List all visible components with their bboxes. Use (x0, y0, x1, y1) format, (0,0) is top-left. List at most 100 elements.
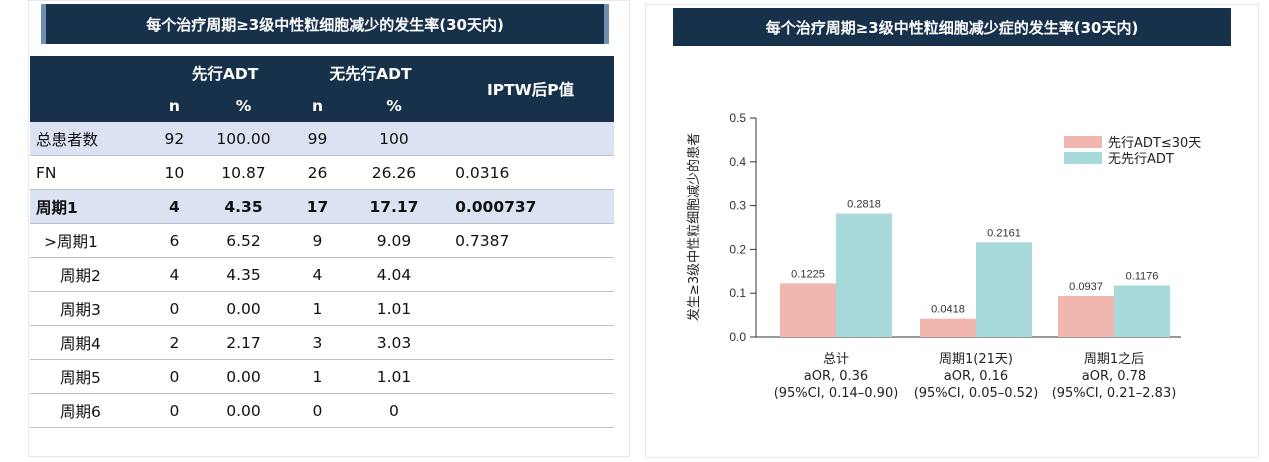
cell-n1: 4 (156, 257, 193, 292)
table-row: 周期2 4 4.35 4 4.04 (30, 257, 614, 292)
table-row: 周期3 0 0.00 1 1.01 (30, 291, 614, 326)
cell-p1: 4.35 (192, 257, 295, 292)
cell-p2: 3.03 (340, 325, 448, 360)
row-label: >周期1 (30, 223, 156, 258)
n-header: n (156, 89, 193, 122)
cell-pval (447, 291, 614, 326)
cell-pval (447, 325, 614, 360)
table-row: 周期1 4 4.35 17 17.17 0.000737 (30, 189, 614, 224)
bar-chart: 0.0 0.1 0.2 0.3 0.4 0.5 发生≥3级中性粒细胞减少的患者 0.1225 0… (686, 111, 1201, 401)
bar-prior-adt (780, 283, 836, 337)
cell-pval: 0.7387 (447, 223, 614, 258)
pvalue-header: IPTW后P值 (447, 56, 614, 122)
group2-header: 无先行ADT (294, 56, 448, 89)
y-tick-label: 0.4 (729, 155, 746, 169)
row-label: 总患者数 (30, 122, 156, 156)
category-label: aOR, 0.78 (1082, 369, 1146, 384)
cell-n2: 9 (294, 223, 341, 258)
cell-pval: 0.000737 (447, 189, 614, 224)
cell-p2: 100 (340, 122, 448, 156)
cell-n1: 10 (156, 155, 193, 190)
legend-label: 无先行ADT (1108, 152, 1174, 167)
cell-n2: 3 (294, 325, 341, 360)
cell-p1: 0.00 (192, 359, 295, 394)
cell-p2: 1.01 (340, 291, 448, 326)
cell-pval (447, 393, 614, 428)
category-label: aOR, 0.16 (944, 369, 1008, 384)
row-label: FN (30, 155, 156, 190)
y-tick-label: 0.3 (729, 199, 746, 213)
cell-p1: 6.52 (192, 223, 295, 258)
cell-n2: 1 (294, 359, 341, 394)
cell-p1: 100.00 (192, 122, 295, 156)
category-label: (95%CI, 0.21–2.83) (1052, 386, 1177, 401)
cell-pval (447, 122, 614, 156)
cell-pval: 0.0316 (447, 155, 614, 190)
pct-header: % (192, 89, 295, 122)
cell-pval (447, 359, 614, 394)
cell-n2: 1 (294, 291, 341, 326)
cell-n1: 0 (156, 359, 193, 394)
category-label: (95%CI, 0.05–0.52) (914, 386, 1039, 401)
cell-p2: 0 (340, 393, 448, 428)
y-axis-label: 发生≥3级中性粒细胞减少的患者 (686, 133, 702, 321)
cell-p1: 0.00 (192, 393, 295, 428)
data-label: 0.1225 (791, 268, 825, 280)
chart-panel: 每个治疗周期≥3级中性粒细胞减少症的发生率(30天内) 0.0 0.1 0.2 0.3… (645, 4, 1259, 458)
data-label: 0.0937 (1069, 281, 1103, 293)
cell-p2: 17.17 (340, 189, 448, 224)
category-label: 总计 (823, 352, 849, 367)
category-label: 周期1之后 (1084, 352, 1144, 367)
category-label: 周期1(21天) (939, 352, 1013, 367)
cell-p2: 1.01 (340, 359, 448, 394)
bar-prior-adt (1058, 295, 1114, 337)
table-row: 周期6 0 0.00 0 0 (30, 393, 614, 428)
row-label: 周期1 (30, 189, 156, 224)
corner-header (30, 56, 156, 122)
legend-label: 先行ADT≤30天 (1108, 136, 1201, 151)
bar-no-prior-adt (976, 242, 1032, 337)
cell-p1: 0.00 (192, 291, 295, 326)
row-label: 周期2 (30, 257, 156, 292)
cell-p2: 26.26 (340, 155, 448, 190)
cell-n1: 4 (156, 189, 193, 224)
data-label: 0.2161 (987, 227, 1021, 239)
y-tick-label: 0.1 (729, 286, 746, 300)
table-row: 周期4 2 2.17 3 3.03 (30, 325, 614, 360)
y-tick-label: 0.5 (729, 111, 746, 125)
cell-pval (447, 257, 614, 292)
row-label: 周期3 (30, 291, 156, 326)
legend-swatch (1064, 136, 1102, 148)
bar-prior-adt (920, 318, 976, 337)
cell-n2: 4 (294, 257, 341, 292)
data-label: 0.1176 (1126, 270, 1159, 282)
bar-no-prior-adt (1114, 285, 1170, 337)
data-label: 0.0418 (931, 304, 965, 316)
cell-p2: 9.09 (340, 223, 448, 258)
table-row: 总患者数 92 100.00 99 100 (30, 122, 614, 156)
category-label: (95%CI, 0.14–0.90) (774, 386, 899, 401)
cell-n2: 0 (294, 393, 341, 428)
data-label: 0.2818 (847, 199, 881, 211)
chart-title: 每个治疗周期≥3级中性粒细胞减少症的发生率(30天内) (673, 8, 1231, 46)
y-tick-label: 0.0 (729, 330, 746, 344)
y-tick-label: 0.2 (729, 242, 746, 256)
n-header: n (294, 89, 341, 122)
cell-p1: 10.87 (192, 155, 295, 190)
cell-p1: 4.35 (192, 189, 295, 224)
cell-n2: 26 (294, 155, 341, 190)
row-label: 周期6 (30, 393, 156, 428)
table-row: >周期1 6 6.52 9 9.09 0.7387 (30, 223, 614, 258)
bar-no-prior-adt (836, 213, 892, 337)
table-row: FN 10 10.87 26 26.26 0.0316 (30, 155, 614, 190)
row-label: 周期4 (30, 325, 156, 360)
legend-swatch (1064, 152, 1102, 164)
cell-n2: 99 (294, 122, 341, 156)
table-title: 每个治疗周期≥3级中性粒细胞减少的发生率(30天内) (41, 4, 609, 44)
incidence-table: 先行ADT 无先行ADT IPTW后P值 n % n % 总患者数 92 100… (30, 56, 614, 428)
cell-n2: 17 (294, 189, 341, 224)
pct-header: % (340, 89, 448, 122)
cell-n1: 6 (156, 223, 193, 258)
cell-n1: 0 (156, 291, 193, 326)
cell-n1: 0 (156, 393, 193, 428)
